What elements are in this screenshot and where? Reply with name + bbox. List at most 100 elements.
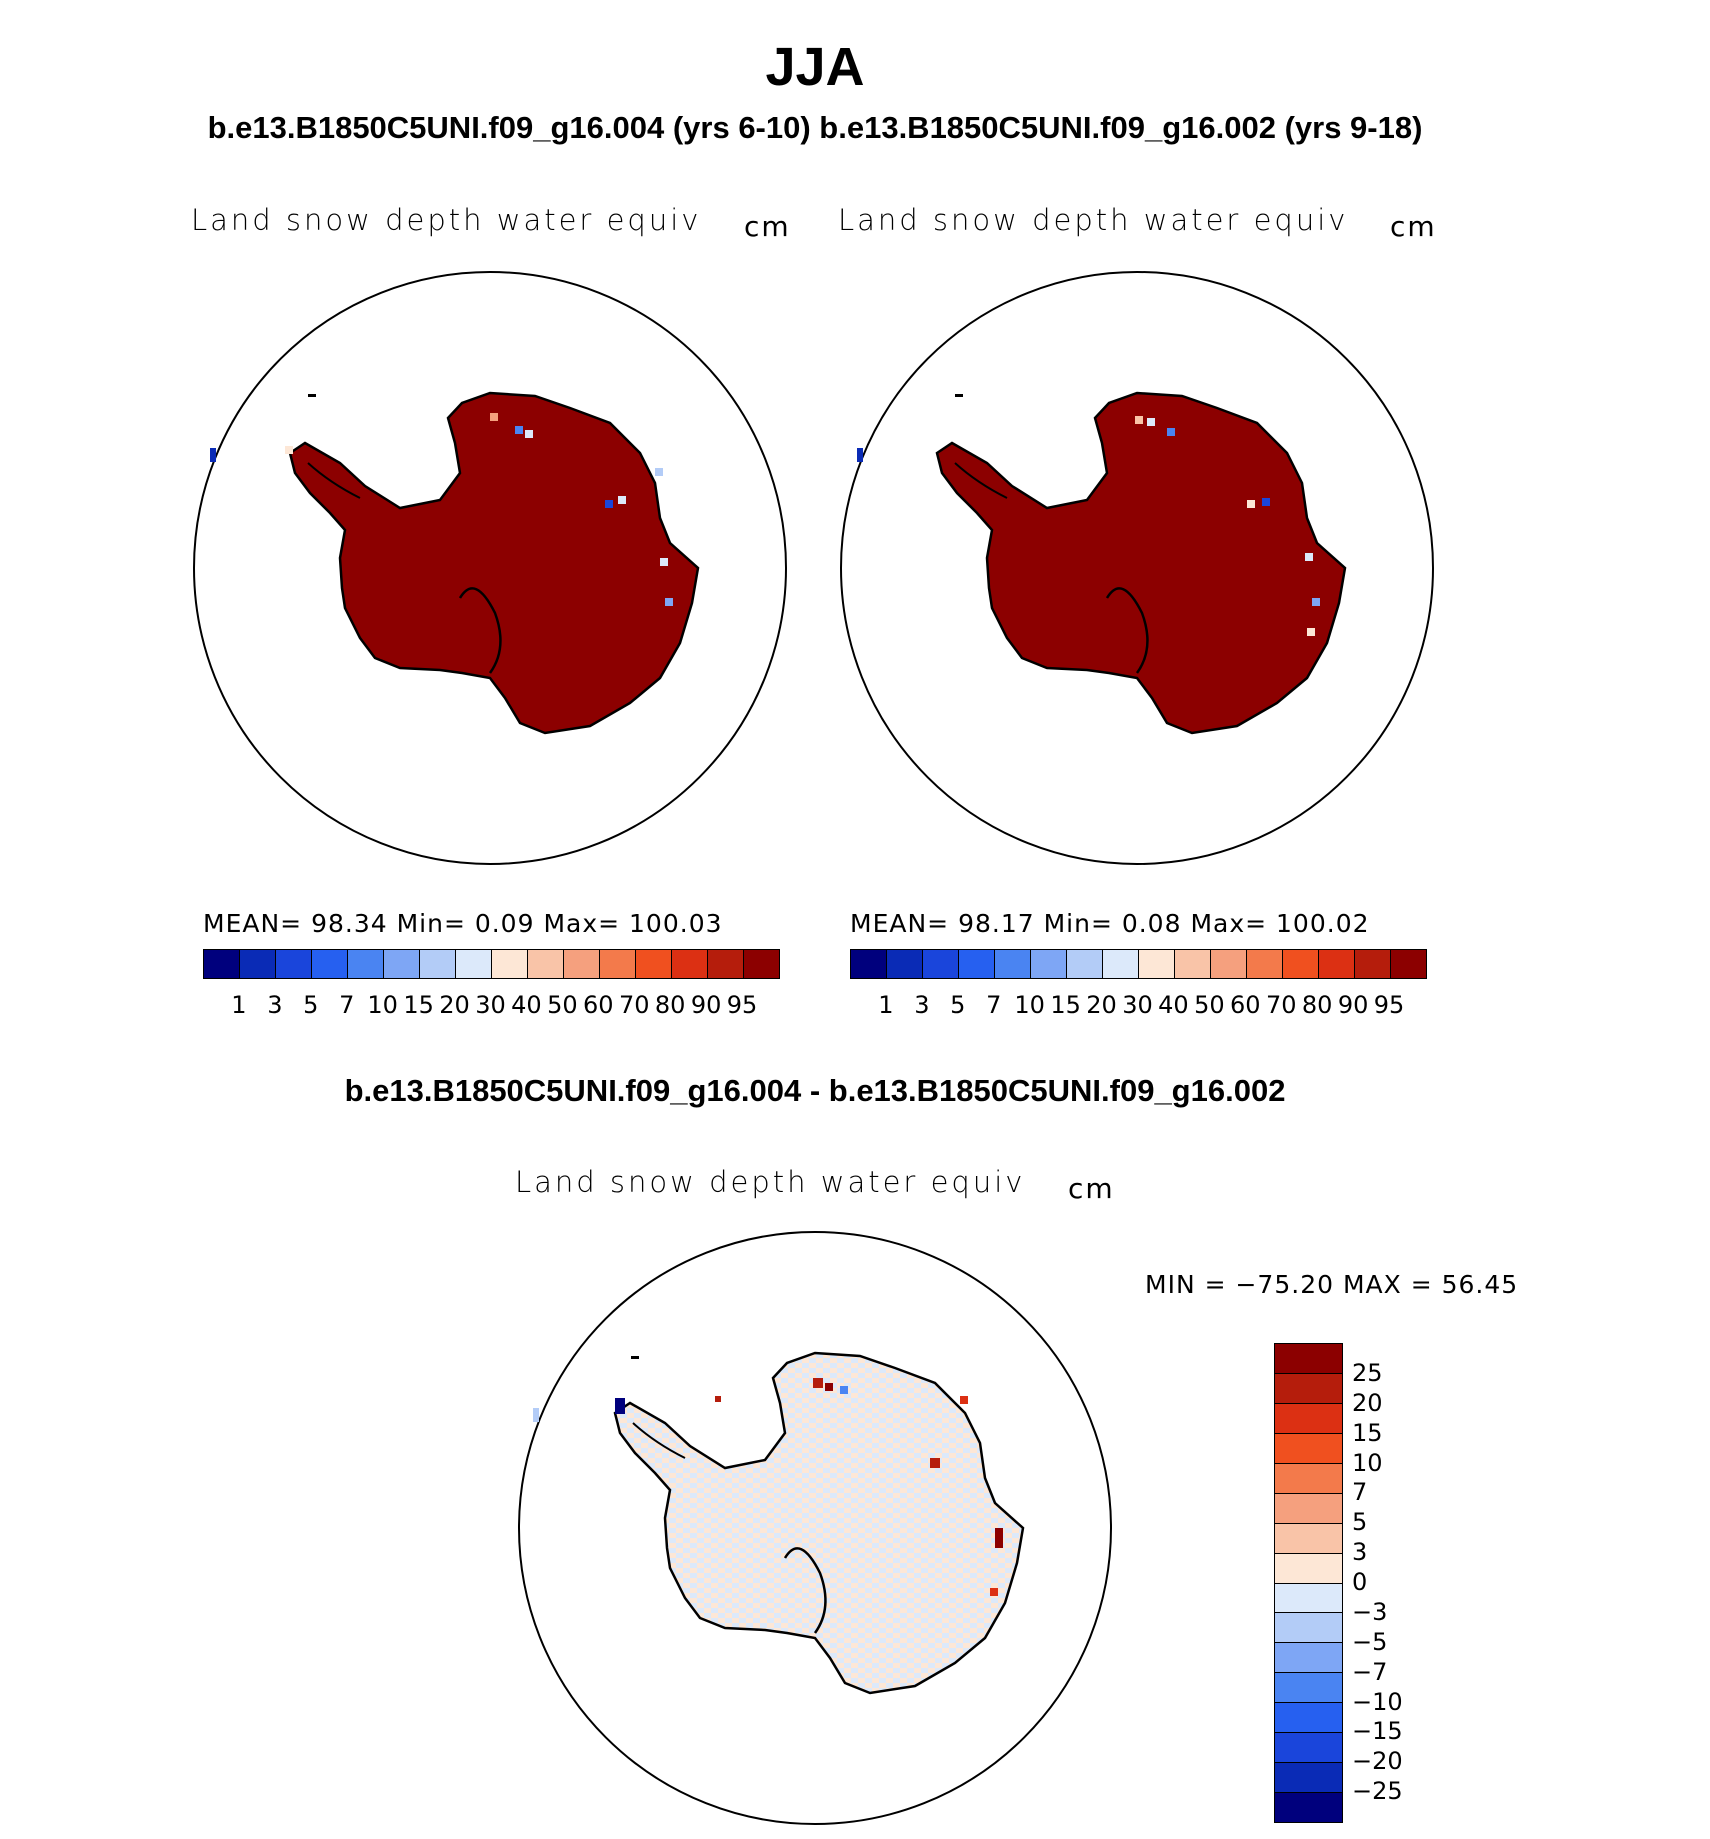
colorbar-tick-label: 15 xyxy=(403,991,434,1019)
colorbar-swatch xyxy=(1211,950,1247,978)
colorbar-swatch xyxy=(923,950,959,978)
colorbar-tick-label: 40 xyxy=(511,991,542,1019)
panel1-colorbar-labels: 1 3 5 7 10 15 20 30 40 50 60 70 80 90 95 xyxy=(203,991,778,1021)
colorbar-tick-label: 5 xyxy=(303,991,319,1019)
colorbar-swatch xyxy=(276,950,312,978)
colorbar-tick-label: 10 xyxy=(1014,991,1045,1019)
colorbar-swatch xyxy=(420,950,456,978)
colorbar-tick-label: 3 xyxy=(1352,1538,1368,1567)
colorbar-swatch xyxy=(636,950,672,978)
colorbar-swatch xyxy=(492,950,528,978)
colorbar-swatch xyxy=(456,950,492,978)
colorbar-swatch xyxy=(564,950,600,978)
diff-minmax: MIN = −75.20 MAX = 56.45 xyxy=(1145,1270,1519,1299)
colorbar-swatch xyxy=(1275,1523,1342,1554)
colorbar-swatch xyxy=(851,950,887,978)
coastal-anomaly-dots xyxy=(715,1378,1003,1596)
colorbar-swatch xyxy=(887,950,923,978)
colorbar-swatch xyxy=(1275,1463,1342,1494)
colorbar-tick-label: 95 xyxy=(1373,991,1405,1019)
colorbar-tick-label: 80 xyxy=(654,991,686,1019)
colorbar-tick-label: 50 xyxy=(547,991,578,1019)
colorbar-tick-label: −15 xyxy=(1352,1717,1403,1746)
colorbar-swatch xyxy=(1275,1344,1342,1374)
diff-colorbar-labels: 25 20 15 10 7 5 3 0 −3 −5 −7 −10 −15 −20 −25 xyxy=(1352,1343,1472,1821)
colorbar-tick-label: 20 xyxy=(1352,1388,1383,1417)
colorbar-swatch xyxy=(1275,1733,1342,1764)
colorbar-swatch xyxy=(1275,1583,1342,1614)
colorbar-swatch xyxy=(744,950,779,978)
colorbar-tick-label: −25 xyxy=(1352,1777,1403,1806)
colorbar-tick-label: −7 xyxy=(1352,1657,1388,1686)
colorbar-swatch xyxy=(1275,1493,1342,1524)
colorbar-swatch xyxy=(1139,950,1175,978)
colorbar-swatch xyxy=(708,950,744,978)
colorbar-tick-label: 10 xyxy=(367,991,398,1019)
panel1-stats: MEAN= 98.34 Min= 0.09 Max= 100.03 xyxy=(203,909,723,938)
colorbar-tick-label: −3 xyxy=(1352,1597,1388,1626)
colorbar-tick-label: 60 xyxy=(1230,991,1261,1019)
colorbar-tick-label: 3 xyxy=(914,991,930,1019)
colorbar-swatch xyxy=(1247,950,1283,978)
colorbar-tick-label: −10 xyxy=(1352,1687,1403,1716)
edge-island xyxy=(210,448,216,462)
colorbar-tick-label: 90 xyxy=(1337,991,1369,1019)
colorbar-swatch xyxy=(1319,950,1355,978)
colorbar-tick-label: 40 xyxy=(1158,991,1189,1019)
colorbar-tick-label: 3 xyxy=(267,991,283,1019)
antarctica-landmass xyxy=(935,391,1347,735)
small-island xyxy=(308,394,316,397)
colorbar-tick-label: 1 xyxy=(231,991,247,1019)
colorbar-swatch xyxy=(1275,1763,1342,1794)
panel2-colorbar-labels: 1 3 5 7 10 15 20 30 40 50 60 70 80 90 95 xyxy=(850,991,1425,1021)
panel2-polar-map xyxy=(840,271,1434,865)
colorbar-swatch xyxy=(995,950,1031,978)
colorbar-tick-label: 20 xyxy=(439,991,470,1019)
edge-island xyxy=(857,448,863,462)
antarctica-landmass xyxy=(288,391,700,735)
colorbar-tick-label: 7 xyxy=(986,991,1002,1019)
colorbar-swatch xyxy=(1103,950,1139,978)
colorbar-swatch xyxy=(204,950,240,978)
colorbar-swatch xyxy=(1283,950,1319,978)
colorbar-swatch xyxy=(1275,1553,1342,1584)
colorbar-tick-label: 15 xyxy=(1352,1418,1383,1447)
colorbar-tick-label: 5 xyxy=(950,991,966,1019)
colorbar-tick-label: 7 xyxy=(1352,1478,1368,1507)
colorbar-swatch xyxy=(1275,1703,1342,1734)
peninsula-anomaly xyxy=(615,1398,625,1414)
colorbar-tick-label: 10 xyxy=(1352,1448,1383,1477)
panel2-colorbar xyxy=(850,949,1427,979)
colorbar-tick-label: 90 xyxy=(690,991,722,1019)
colorbar-tick-label: 50 xyxy=(1194,991,1225,1019)
panel1-variable-label: Land snow depth water equiv xyxy=(191,203,702,237)
colorbar-tick-label: 60 xyxy=(583,991,614,1019)
panel1-colorbar xyxy=(203,949,780,979)
colorbar-tick-label: 30 xyxy=(1122,991,1153,1019)
colorbar-swatch xyxy=(240,950,276,978)
colorbar-swatch xyxy=(1391,950,1426,978)
diff-units-label: cm xyxy=(1068,1172,1115,1205)
colorbar-swatch xyxy=(1275,1673,1342,1704)
colorbar-tick-label: 25 xyxy=(1352,1358,1383,1387)
colorbar-swatch xyxy=(348,950,384,978)
diff-variable-label: Land snow depth water equiv xyxy=(515,1165,1026,1199)
colorbar-swatch xyxy=(672,950,708,978)
colorbar-swatch xyxy=(1275,1403,1342,1434)
panel2-stats: MEAN= 98.17 Min= 0.08 Max= 100.02 xyxy=(850,909,1370,938)
colorbar-tick-label: 5 xyxy=(1352,1508,1368,1537)
panel2-variable-label: Land snow depth water equiv xyxy=(838,203,1349,237)
colorbar-tick-label: 80 xyxy=(1301,991,1333,1019)
diff-polar-map xyxy=(518,1231,1112,1825)
colorbar-swatch xyxy=(959,950,995,978)
colorbar-swatch xyxy=(1275,1433,1342,1464)
small-island xyxy=(955,394,963,397)
panel-header: b.e13.B1850C5UNI.f09_g16.004 (yrs 6-10) … xyxy=(207,110,1423,145)
colorbar-tick-label: −5 xyxy=(1352,1627,1388,1656)
colorbar-swatch xyxy=(1275,1793,1342,1822)
colorbar-tick-label: 30 xyxy=(475,991,506,1019)
colorbar-swatch xyxy=(1067,950,1103,978)
colorbar-tick-label: 0 xyxy=(1352,1568,1368,1596)
colorbar-tick-label: −20 xyxy=(1352,1747,1403,1776)
colorbar-swatch xyxy=(528,950,564,978)
